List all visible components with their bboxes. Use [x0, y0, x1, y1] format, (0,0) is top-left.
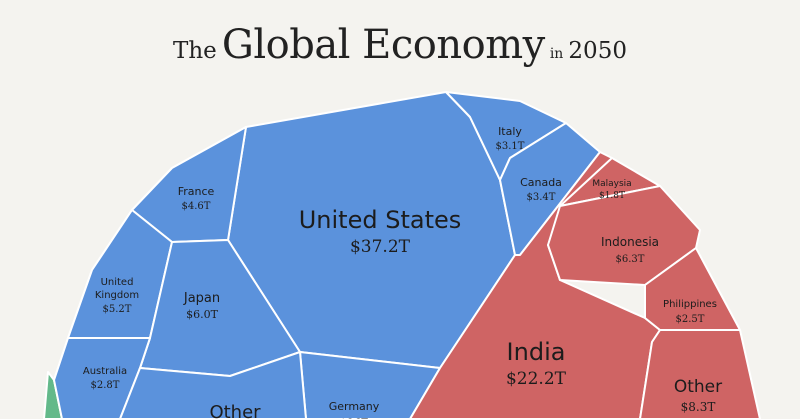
label-australia-value: $2.8T: [91, 380, 120, 391]
label-philippines-name: Philippines: [663, 299, 717, 310]
label-italy-value: $3.1T: [496, 141, 525, 152]
cell-australia-0: [53, 337, 151, 419]
label-other-value: $8.3T: [681, 400, 716, 414]
cell-philippines-1: [644, 247, 741, 331]
label-other-name: Other: [674, 377, 722, 397]
label-malaysia-value: $1.8T: [599, 191, 625, 201]
cell-latin-america: [43, 371, 63, 419]
label-italy-name: Italy: [498, 125, 522, 138]
label-malaysia-name: Malaysia: [592, 179, 631, 189]
label-japan-name: Japan: [183, 291, 220, 306]
label-philippines-value: $2.5T: [676, 314, 705, 325]
label-other-name: Other: [209, 402, 261, 419]
label-indonesia-name: Indonesia: [601, 235, 659, 249]
title-main: Global Economy: [221, 22, 545, 68]
label-united-kingdom-value: $5.2T: [103, 304, 132, 315]
label-united-states-value: $37.2T: [350, 237, 411, 257]
chart-title: The Global Economy in 2050: [0, 22, 800, 68]
label-united-kingdom-name: United Kingdom: [95, 277, 139, 301]
label-germany-name: Germany: [329, 400, 380, 413]
label-indonesia-value: $6.3T: [616, 254, 645, 265]
cell-other-0: [119, 351, 307, 419]
label-india-value: $22.2T: [506, 369, 567, 389]
label-france-name: France: [178, 185, 215, 198]
cell-other-1: [639, 329, 761, 419]
label-united-states-name: United States: [299, 206, 462, 234]
label-india-name: India: [507, 338, 566, 366]
title-suffix: in: [549, 46, 564, 62]
title-year: 2050: [568, 38, 627, 64]
label-australia-name: Australia: [83, 366, 127, 377]
label-france-value: $4.6T: [182, 201, 211, 212]
label-canada-value: $3.4T: [527, 192, 556, 203]
title-prefix: The: [173, 38, 217, 64]
label-canada-name: Canada: [520, 176, 562, 189]
label-japan-value: $6.0T: [186, 308, 218, 321]
